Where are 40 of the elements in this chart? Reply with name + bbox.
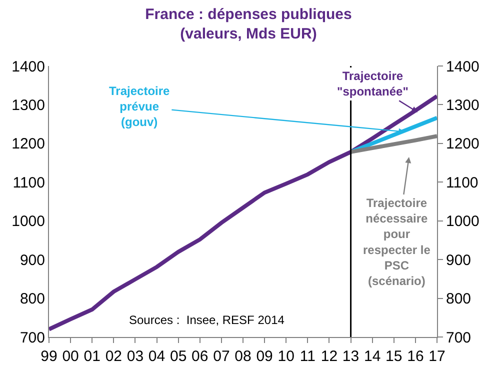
series-label: Trajectoire "spontanée" [337,69,408,99]
x-tick-label: 02 [105,348,122,365]
y2-tick-label: 1200 [12,136,45,153]
y-tick-label: 1300 [446,96,480,114]
y-tick-label: 1200 [446,136,480,153]
y2-tick-label: 1400 [12,58,45,76]
text: Trajectoire prévue (gouv) [109,84,170,130]
y2-tick-label: 900 [20,252,45,269]
x-tick-label: 05 [170,348,187,365]
x-tick-label: 10 [278,348,294,365]
y2-tick-label: 1300 [12,96,45,114]
x-tick-label: 07 [213,348,230,365]
y2-tick-label: 700 [20,329,45,346]
chart-title: France : dépenses publiques (valeurs, Mds EUR) [145,6,352,42]
x-tick-label: 06 [192,348,208,365]
y-tick-label: 1000 [446,213,480,230]
y2-tick-label: 800 [20,290,45,308]
x-tick-label: 09 [256,348,273,365]
y-tick-label: 1100 [446,174,478,192]
x-tick-label: 01 [84,348,100,365]
x-tick-label: 03 [126,348,144,365]
x-tick-label: 00 [62,348,79,365]
x-tick-label: 11 [300,348,316,365]
x-tick-label: 99 [40,348,58,365]
y-tick-label: 700 [446,329,472,346]
x-tick-label: 14 [364,348,381,365]
x-tick-label: 12 [320,348,338,365]
x-tick-label: 15 [386,348,402,365]
y2-tick-label: 1100 [12,174,45,192]
y-tick-label: 900 [446,252,472,269]
y-tick-label: 800 [446,290,472,308]
x-tick-label: 16 [407,348,424,365]
x-tick-label: 17 [428,348,446,365]
y2-tick-label: 1000 [12,213,45,230]
x-tick-label: 08 [234,348,252,365]
y-tick-label: 1400 [446,58,480,76]
x-tick-label: 13 [342,348,360,365]
annotation: Sources : Insee, RESF 2014 [129,313,285,327]
text: Trajectoire nécessaire pour respecter le PSC (scénario) [363,196,431,288]
x-tick-label: 04 [148,348,166,365]
